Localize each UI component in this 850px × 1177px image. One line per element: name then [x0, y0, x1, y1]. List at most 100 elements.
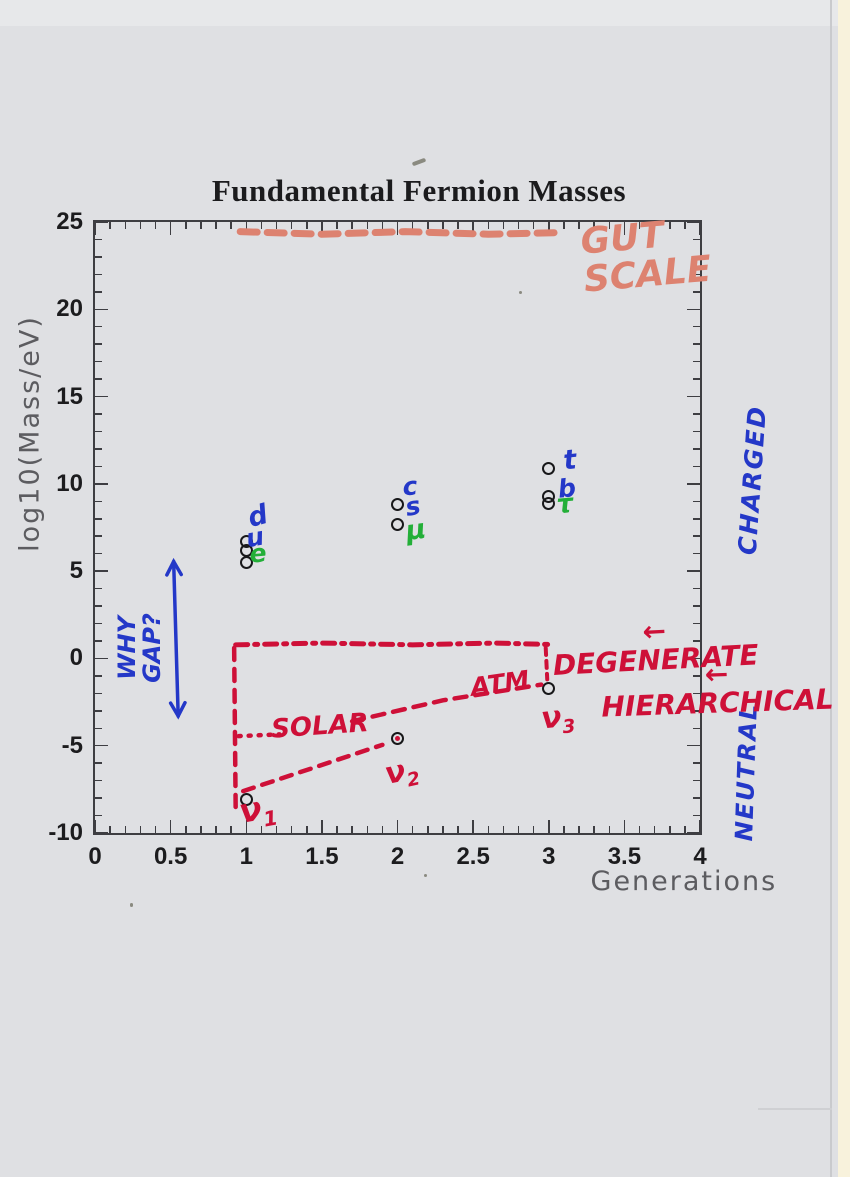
x-tick: [653, 222, 656, 229]
x-tick-label: 4: [693, 843, 707, 870]
y-tick: [95, 797, 102, 799]
y-tick: [95, 570, 108, 572]
x-tick: [472, 820, 474, 833]
y-tick-label: -5: [61, 731, 83, 759]
x-tick: [169, 820, 172, 833]
y-tick: [95, 605, 102, 607]
x-tick: [321, 820, 323, 833]
y-tick: [693, 692, 700, 695]
x-tick: [442, 222, 444, 229]
x-tick: [275, 826, 278, 833]
data-point-ν1: [239, 793, 253, 807]
chart-title: Fundamental Fermion Masses: [211, 173, 627, 208]
y-tick: [693, 360, 700, 363]
y-tick: [693, 256, 700, 258]
x-tick: [366, 222, 368, 229]
y-tick: [95, 535, 102, 537]
x-tick: [578, 222, 580, 229]
plot-frame: [93, 220, 702, 835]
x-tick: [200, 222, 202, 229]
x-tick: [185, 826, 187, 833]
x-tick: [366, 826, 368, 833]
x-tick: [427, 826, 429, 833]
tau-label: τ: [555, 488, 575, 520]
y-tick: [687, 570, 700, 572]
y-tick: [687, 832, 700, 834]
x-tick: [684, 826, 686, 833]
x-tick: [623, 222, 626, 235]
x-tick: [336, 826, 338, 833]
x-tick: [548, 222, 550, 235]
x-tick-label: 0.5: [153, 843, 188, 870]
x-tick: [109, 222, 111, 229]
y-tick: [693, 238, 700, 241]
y-tick: [95, 221, 108, 223]
x-tick: [290, 222, 293, 229]
hierarchical-label: ← HIERARCHICAL: [600, 657, 834, 725]
y-tick: [95, 675, 102, 677]
x-tick: [517, 826, 520, 833]
y-tick: [95, 640, 102, 642]
x-tick: [306, 222, 308, 229]
y-tick: [693, 675, 700, 677]
x-tick: [684, 222, 686, 229]
y-tick: [693, 378, 700, 380]
x-tick: [94, 222, 96, 235]
y-tick: [95, 762, 102, 764]
y-tick: [693, 814, 700, 817]
x-tick: [532, 826, 535, 833]
page-edge-shadow: [830, 0, 832, 1177]
y-tick: [95, 291, 102, 293]
x-tick: [669, 222, 671, 229]
x-tick-label: 1.5: [305, 843, 339, 870]
y-tick: [693, 587, 700, 590]
y-tick: [95, 378, 102, 380]
y-tick-label: 10: [56, 469, 83, 497]
data-point-ν2: [391, 732, 404, 746]
x-tick: [411, 222, 414, 229]
x-axis-title: Generations: [590, 866, 778, 897]
page-top-band: [0, 0, 838, 26]
y-tick: [693, 779, 700, 782]
y-tick: [687, 395, 700, 398]
x-tick: [593, 222, 595, 229]
x-tick-label: 2.5: [456, 843, 490, 870]
x-tick: [154, 222, 157, 229]
y-tick: [95, 500, 102, 503]
x-tick: [532, 222, 535, 229]
x-tick: [638, 826, 641, 833]
data-point-t: [542, 461, 556, 475]
y-tick: [693, 535, 700, 537]
x-tick: [427, 222, 429, 229]
data-point-τ: [542, 497, 556, 511]
x-tick-label: 0: [88, 843, 102, 870]
y-tick: [95, 308, 108, 311]
y-tick: [693, 727, 700, 729]
y-tick: [95, 360, 102, 363]
x-tick: [411, 826, 414, 833]
y-tick: [693, 622, 700, 625]
page-bottom-edge: [758, 1108, 832, 1110]
x-tick-label: 1: [239, 843, 253, 870]
data-point-ν3: [542, 681, 556, 695]
y-tick: [693, 291, 700, 293]
x-tick: [593, 826, 595, 833]
y-tick: [95, 622, 102, 625]
y-tick: [687, 483, 700, 485]
y-tick: [95, 395, 108, 398]
y-tick: [95, 465, 102, 468]
y-axis-title: log10(Mass/eV): [14, 314, 46, 552]
y-tick: [693, 343, 700, 345]
x-tick-label: 2: [390, 843, 405, 870]
x-tick: [351, 222, 353, 229]
y-tick: [95, 744, 108, 747]
y-tick: [693, 605, 700, 607]
x-tick: [623, 820, 626, 833]
x-tick: [563, 222, 565, 229]
x-tick: [260, 222, 263, 229]
y-tick: [693, 465, 700, 468]
x-tick: [260, 826, 263, 833]
why-gap-label: WHY GAP?: [113, 613, 167, 683]
x-tick: [109, 826, 111, 833]
x-tick: [230, 222, 232, 229]
